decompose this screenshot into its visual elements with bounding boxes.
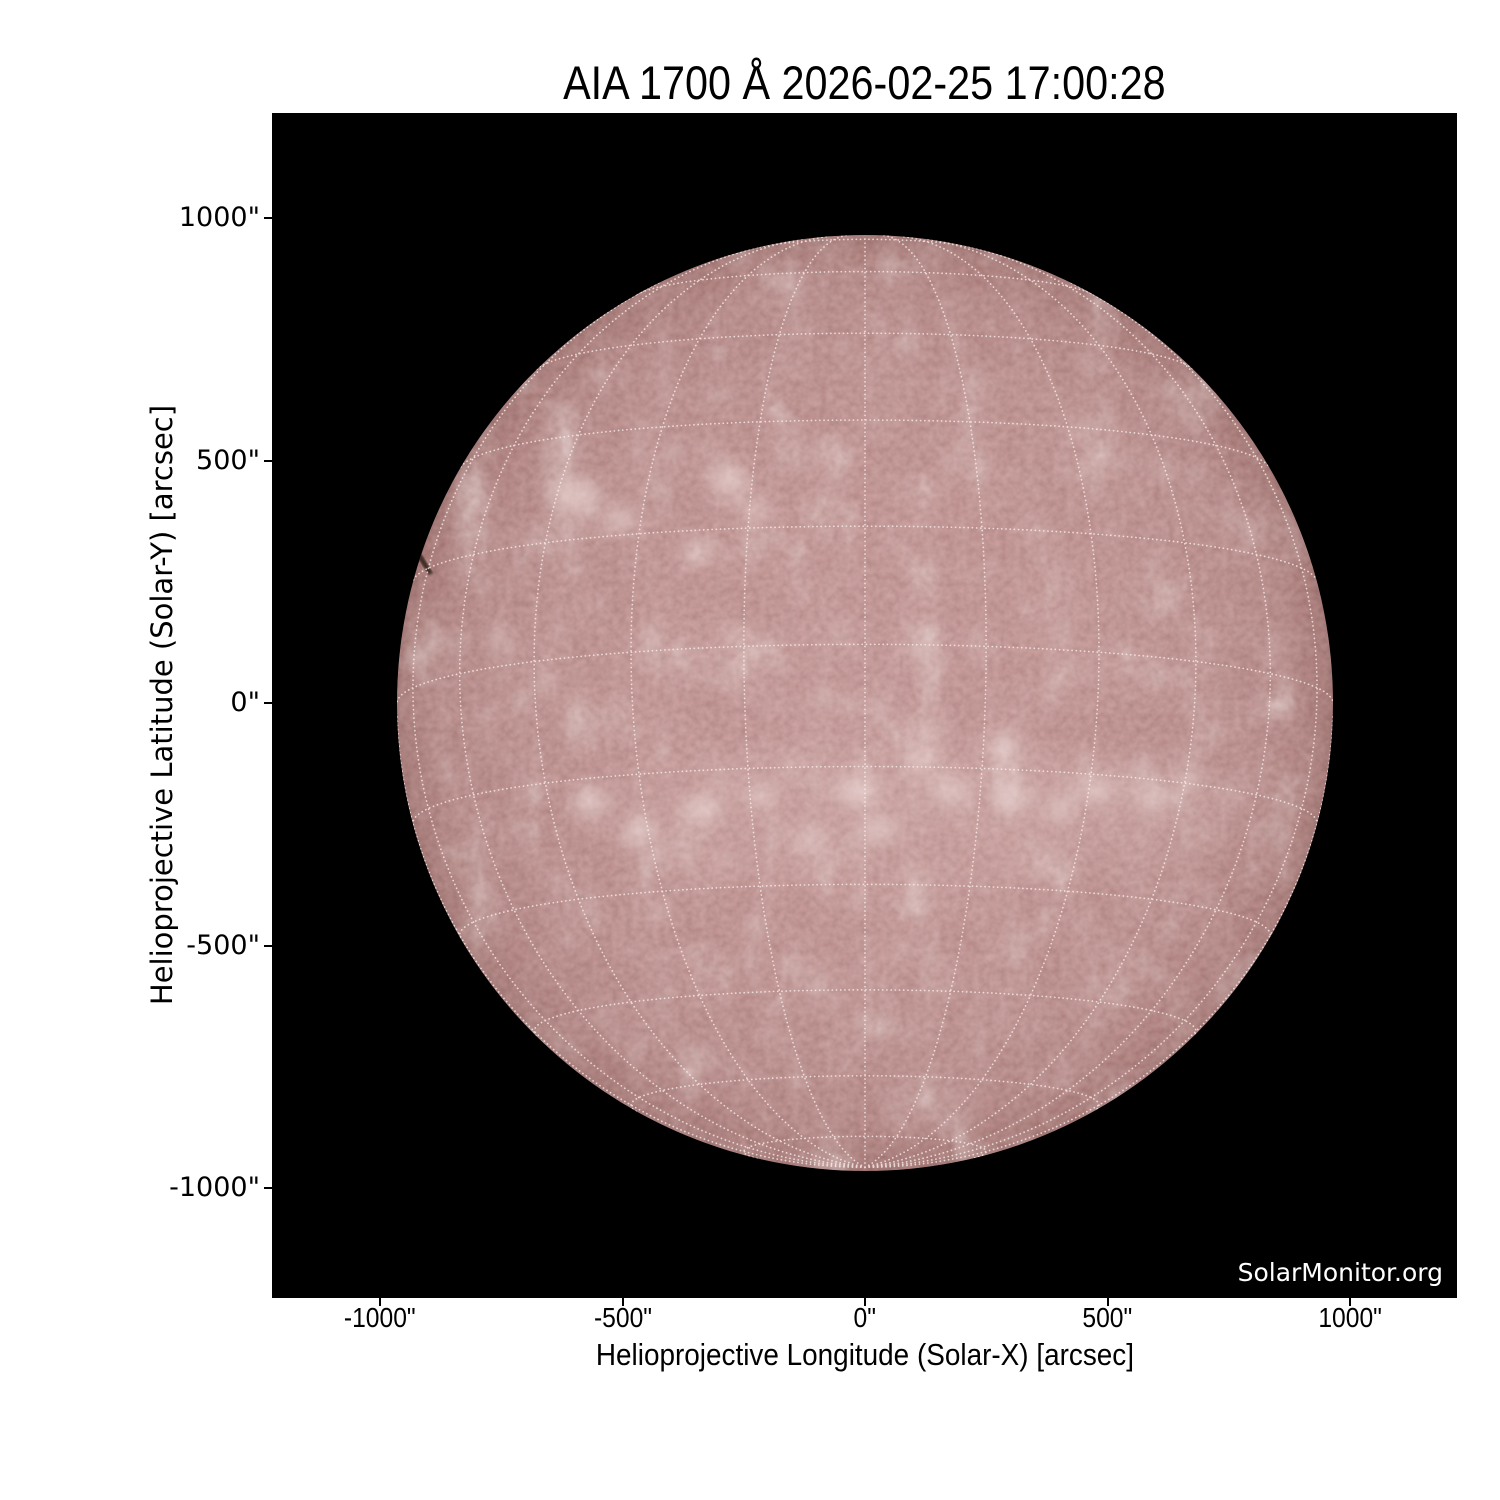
y-tick-label: 0": [230, 687, 260, 718]
heliographic-grid-line: [412, 765, 1318, 826]
plage-region: [742, 500, 768, 520]
heliographic-grid-line: [536, 332, 1194, 371]
plage-region: [1221, 783, 1239, 797]
watermark-text: SolarMonitor.org: [1238, 1258, 1443, 1287]
y-tick-label: 500": [196, 444, 260, 476]
x-tick-label: -1000": [310, 1302, 450, 1334]
plage-region: [919, 722, 941, 738]
chart-title-text: AIA 1700 Å 2026-02-25 17:00:28: [563, 56, 1166, 109]
heliographic-grid-line: [864, 281, 1318, 1169]
solar-image-plot: SolarMonitor.org: [272, 113, 1457, 1298]
plage-region: [1083, 778, 1117, 802]
plage-region: [710, 466, 750, 494]
chart-title: AIA 1700 Å 2026-02-25 17:00:28: [272, 58, 1457, 108]
fine-network-texture: [397, 235, 1333, 1171]
plage-region: [1135, 790, 1165, 810]
heliographic-grid-line: [533, 238, 866, 1169]
x-tick-label-text: -500": [593, 1302, 652, 1333]
heliographic-grid-line: [397, 643, 1333, 703]
heliographic-grid-line: [864, 235, 987, 1169]
heliographic-grid-line: [630, 235, 866, 1169]
plage-region: [1071, 423, 1089, 437]
x-axis-label: Helioprojective Longitude (Solar-X) [arc…: [272, 1337, 1457, 1373]
x-axis-label-text: Helioprojective Longitude (Solar-X) [arc…: [595, 1337, 1134, 1372]
x-tick-label-text: 0": [853, 1302, 877, 1333]
x-tick-mark: [621, 1298, 624, 1306]
heliographic-grid-line: [533, 988, 1197, 1037]
plage-region: [1045, 799, 1075, 821]
heliographic-grid-line: [864, 238, 1197, 1169]
heliographic-grid-line: [458, 246, 866, 1169]
plage-region: [745, 784, 775, 806]
heliographic-grid-line: [412, 281, 866, 1169]
plage-region: [993, 788, 1027, 812]
plage-region: [893, 944, 907, 956]
y-tick-mark: [264, 702, 272, 704]
heliographic-grid-line: [759, 238, 971, 248]
x-tick-mark: [1349, 1298, 1351, 1306]
y-tick-mark: [264, 944, 272, 947]
plage-region: [833, 775, 877, 805]
y-tick-label: -500": [186, 929, 260, 961]
watermark-label: SolarMonitor.org: [1237, 1258, 1443, 1287]
heliographic-grid-line: [460, 419, 1270, 468]
plage-regions: [489, 423, 1277, 956]
x-tick-label-text: 1000": [1318, 1302, 1382, 1333]
x-tick-label: -500": [553, 1302, 693, 1334]
x-tick-label-text: -1000": [344, 1302, 416, 1333]
plage-region: [1179, 772, 1201, 788]
plage-region: [797, 830, 823, 850]
x-tick-label-text: 500": [1082, 1302, 1133, 1333]
heliographic-grid-line: [397, 714, 866, 1169]
y-tick-label: -1000": [169, 1172, 260, 1203]
plage-region: [726, 628, 744, 642]
heliographic-grid-line: [864, 246, 1272, 1169]
plage-region: [536, 672, 554, 688]
plage-region: [572, 738, 1252, 888]
plage-region: [930, 777, 970, 803]
plage-region: [651, 903, 669, 917]
plage-region: [625, 819, 655, 841]
plage-region: [604, 508, 636, 532]
plage-region: [551, 477, 599, 513]
sun-disk-image: [397, 235, 1333, 1171]
heliographic-grid: [397, 235, 1333, 1169]
y-tick-mark: [264, 1187, 272, 1189]
plage-region: [689, 546, 711, 564]
x-tick-label: 500": [1038, 1302, 1178, 1334]
plage-region: [573, 787, 607, 813]
x-tick-mark: [864, 1298, 866, 1306]
plage-region: [680, 796, 720, 824]
heliographic-grid-line: [743, 235, 866, 1169]
plage-region: [1263, 644, 1277, 656]
y-tick-mark: [264, 459, 272, 462]
heliographic-grid-line: [864, 714, 1333, 1169]
heliographic-grid-line: [636, 270, 1094, 295]
heliographic-grid-line: [630, 1074, 1100, 1113]
plage-region: [987, 735, 1013, 755]
y-tick-mark: [264, 217, 272, 219]
heliographic-grid-line: [458, 883, 1272, 939]
plage-region: [863, 818, 897, 842]
plage-region: [905, 749, 935, 771]
plage-region: [851, 893, 869, 907]
heliographic-grid-line: [412, 525, 1318, 581]
y-tick-label: 1000": [178, 202, 260, 233]
x-tick-mark: [1106, 1298, 1109, 1306]
plage-region: [489, 631, 511, 649]
heliographic-grid-line: [864, 235, 1100, 1169]
x-tick-mark: [379, 1298, 381, 1306]
x-tick-label: 1000": [1280, 1302, 1420, 1334]
x-tick-label: 0": [795, 1302, 935, 1334]
